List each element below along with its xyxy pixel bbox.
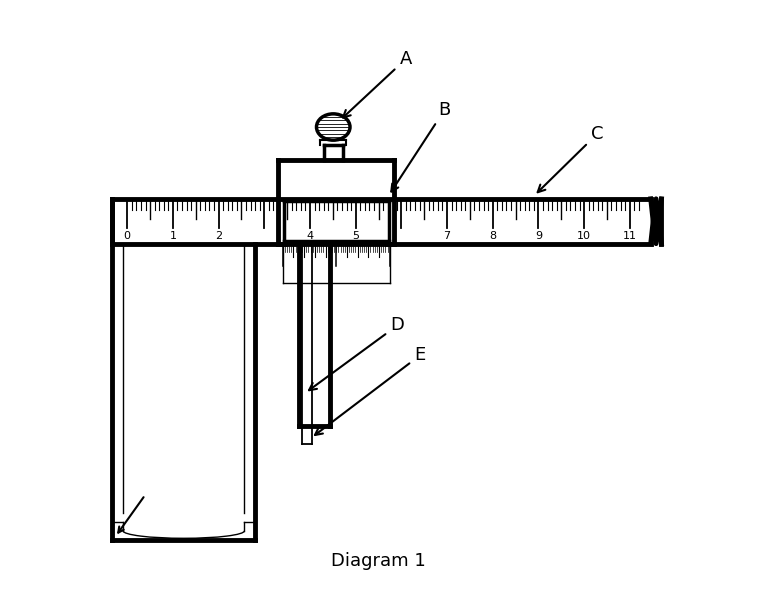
Text: 11: 11 (623, 231, 637, 241)
Text: 7: 7 (444, 231, 450, 241)
Text: 5: 5 (352, 231, 359, 241)
Text: C: C (537, 125, 603, 192)
Text: 10: 10 (577, 231, 591, 241)
Text: 9: 9 (535, 231, 542, 241)
Text: 4: 4 (307, 231, 313, 241)
Text: A: A (343, 50, 412, 118)
Text: D: D (309, 316, 404, 390)
Text: 0: 0 (123, 231, 131, 241)
Text: 2: 2 (215, 231, 222, 241)
Text: 8: 8 (489, 231, 497, 241)
Text: E: E (315, 346, 425, 435)
Text: Diagram 1: Diagram 1 (331, 552, 426, 570)
Text: B: B (391, 101, 450, 192)
Text: 1: 1 (170, 231, 176, 241)
